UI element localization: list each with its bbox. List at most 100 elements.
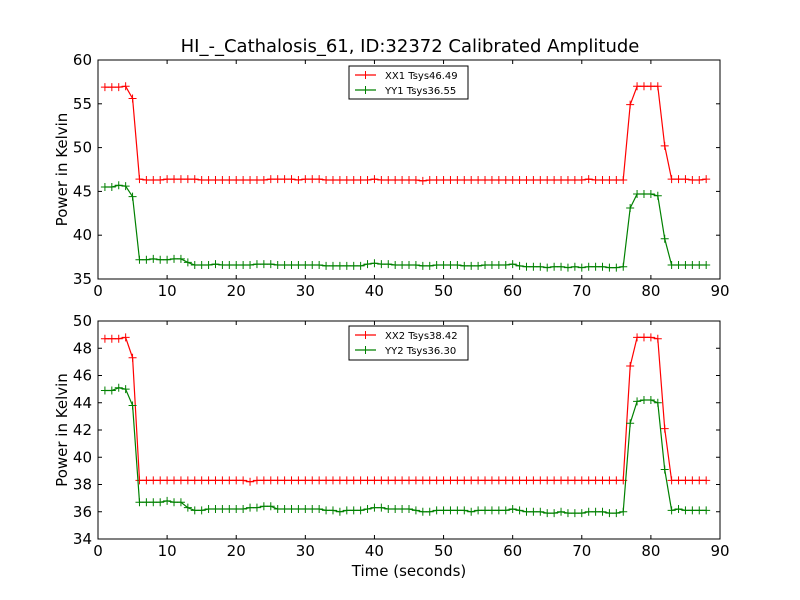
data-point bbox=[287, 505, 296, 514]
y-tick-label: 44 bbox=[73, 394, 92, 412]
x-tick-label: 20 bbox=[227, 282, 246, 300]
legend: XX1 Tsys46.49 YY1 Tsys36.55 bbox=[348, 65, 469, 100]
data-point bbox=[432, 476, 441, 485]
data-point bbox=[584, 507, 593, 516]
x-tick-label: 60 bbox=[503, 282, 522, 300]
legend-marker bbox=[361, 346, 370, 354]
data-point bbox=[370, 476, 379, 485]
data-point bbox=[294, 505, 303, 514]
data-point bbox=[674, 260, 683, 269]
x-tick-label: 30 bbox=[296, 282, 315, 300]
data-point bbox=[674, 476, 683, 485]
data-point bbox=[342, 476, 351, 485]
legend-box bbox=[348, 325, 469, 361]
data-point bbox=[522, 476, 531, 485]
data-point bbox=[591, 476, 600, 485]
data-point bbox=[239, 476, 248, 485]
data-point bbox=[515, 176, 524, 185]
data-point bbox=[370, 259, 379, 268]
data-point bbox=[702, 260, 711, 269]
data-point bbox=[633, 333, 642, 342]
data-point bbox=[335, 261, 344, 270]
data-point bbox=[391, 176, 400, 185]
data-point bbox=[232, 476, 241, 485]
data-point bbox=[425, 476, 434, 485]
data-point bbox=[646, 396, 655, 405]
data-point bbox=[563, 509, 572, 518]
data-point bbox=[100, 334, 109, 343]
data-point bbox=[280, 505, 289, 514]
data-point bbox=[460, 261, 469, 270]
y-tick-label: 48 bbox=[73, 339, 92, 357]
data-point bbox=[481, 176, 490, 185]
data-point bbox=[246, 503, 255, 512]
y-tick-label: 60 bbox=[73, 51, 92, 69]
data-point bbox=[536, 262, 545, 271]
data-point bbox=[453, 176, 462, 185]
data-point bbox=[405, 176, 413, 185]
data-point bbox=[453, 260, 462, 269]
data-point bbox=[266, 175, 275, 184]
data-point bbox=[646, 82, 655, 91]
data-point bbox=[494, 176, 503, 185]
data-point bbox=[211, 505, 220, 514]
data-point bbox=[446, 476, 455, 485]
data-point bbox=[398, 505, 407, 514]
data-point bbox=[570, 176, 579, 185]
data-point bbox=[315, 476, 324, 485]
y-tick-label: 36 bbox=[73, 503, 92, 521]
data-point bbox=[363, 505, 372, 514]
data-point bbox=[335, 476, 344, 485]
legend: XX2 Tsys38.42 YY2 Tsys36.30 bbox=[348, 325, 469, 361]
data-point bbox=[405, 505, 413, 514]
data-point bbox=[570, 509, 579, 518]
data-point bbox=[107, 386, 116, 395]
data-point bbox=[211, 176, 220, 185]
data-point bbox=[149, 498, 158, 507]
data-point bbox=[294, 176, 303, 185]
data-point bbox=[598, 476, 607, 485]
y-tick-label: 55 bbox=[73, 95, 92, 113]
data-point bbox=[598, 507, 607, 516]
data-point bbox=[667, 476, 676, 485]
data-point bbox=[190, 476, 199, 485]
data-point bbox=[370, 175, 379, 184]
y-axis-label: Power in Kelvin bbox=[53, 113, 71, 227]
data-point bbox=[273, 476, 282, 485]
data-point bbox=[577, 509, 586, 518]
data-point bbox=[149, 476, 158, 485]
data-point bbox=[349, 261, 358, 270]
data-point bbox=[163, 255, 172, 264]
data-point bbox=[273, 175, 282, 184]
series-line-0-0 bbox=[104, 85, 707, 182]
data-point bbox=[239, 176, 248, 185]
data-point bbox=[536, 507, 545, 516]
data-point bbox=[570, 476, 579, 485]
data-point bbox=[702, 175, 711, 184]
x-tick-label: 30 bbox=[296, 542, 315, 560]
data-point bbox=[218, 505, 227, 514]
data-point bbox=[681, 260, 690, 269]
data-point bbox=[176, 476, 185, 485]
data-point bbox=[107, 83, 116, 92]
data-point bbox=[301, 175, 310, 184]
data-point bbox=[508, 505, 517, 514]
data-point bbox=[197, 476, 206, 485]
data-point bbox=[349, 176, 358, 185]
data-point bbox=[280, 476, 289, 485]
data-point bbox=[163, 496, 172, 505]
data-point bbox=[702, 506, 711, 515]
data-point bbox=[460, 476, 469, 485]
data-point bbox=[411, 176, 420, 185]
data-point bbox=[605, 263, 614, 272]
data-point bbox=[508, 176, 517, 185]
data-point bbox=[674, 175, 683, 184]
legend-label: XX1 Tsys46.49 bbox=[385, 71, 458, 82]
data-point bbox=[170, 254, 179, 263]
data-point bbox=[135, 175, 144, 184]
data-point bbox=[391, 476, 400, 485]
y-tick-label: 50 bbox=[73, 139, 92, 157]
x-tick-label: 10 bbox=[158, 282, 177, 300]
data-point bbox=[322, 506, 331, 515]
chart-title: HI_-_Cathalosis_61, ID:32372 Calibrated … bbox=[181, 36, 640, 57]
